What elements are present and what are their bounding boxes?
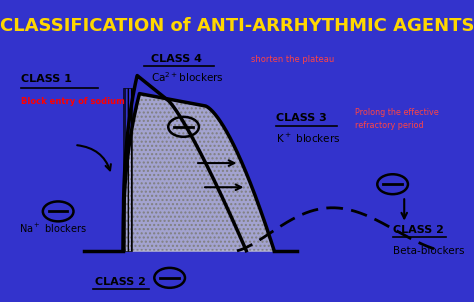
- Text: refractory period: refractory period: [356, 121, 424, 130]
- Text: CLASS 1: CLASS 1: [21, 74, 72, 84]
- Text: Block entry of sodium: Block entry of sodium: [21, 97, 125, 106]
- Text: CLASS 4: CLASS 4: [151, 54, 202, 64]
- Text: Ca$^{2+}$blockers: Ca$^{2+}$blockers: [151, 70, 224, 84]
- Text: Beta-blockers: Beta-blockers: [392, 246, 464, 256]
- Text: K$^+$ blockers: K$^+$ blockers: [276, 132, 341, 146]
- Text: CLASSIFICATION of ANTI-ARRHYTHMIC AGENTS: CLASSIFICATION of ANTI-ARRHYTHMIC AGENTS: [0, 17, 474, 35]
- Text: CLASS 2: CLASS 2: [392, 225, 444, 235]
- Text: CLASS 3: CLASS 3: [276, 113, 327, 123]
- Text: Prolong the effective: Prolong the effective: [356, 108, 439, 117]
- Text: CLASS 2: CLASS 2: [95, 278, 146, 288]
- Bar: [123, 88, 132, 251]
- Text: shorten the plateau: shorten the plateau: [251, 55, 334, 64]
- Text: Na$^+$ blockers: Na$^+$ blockers: [18, 221, 86, 235]
